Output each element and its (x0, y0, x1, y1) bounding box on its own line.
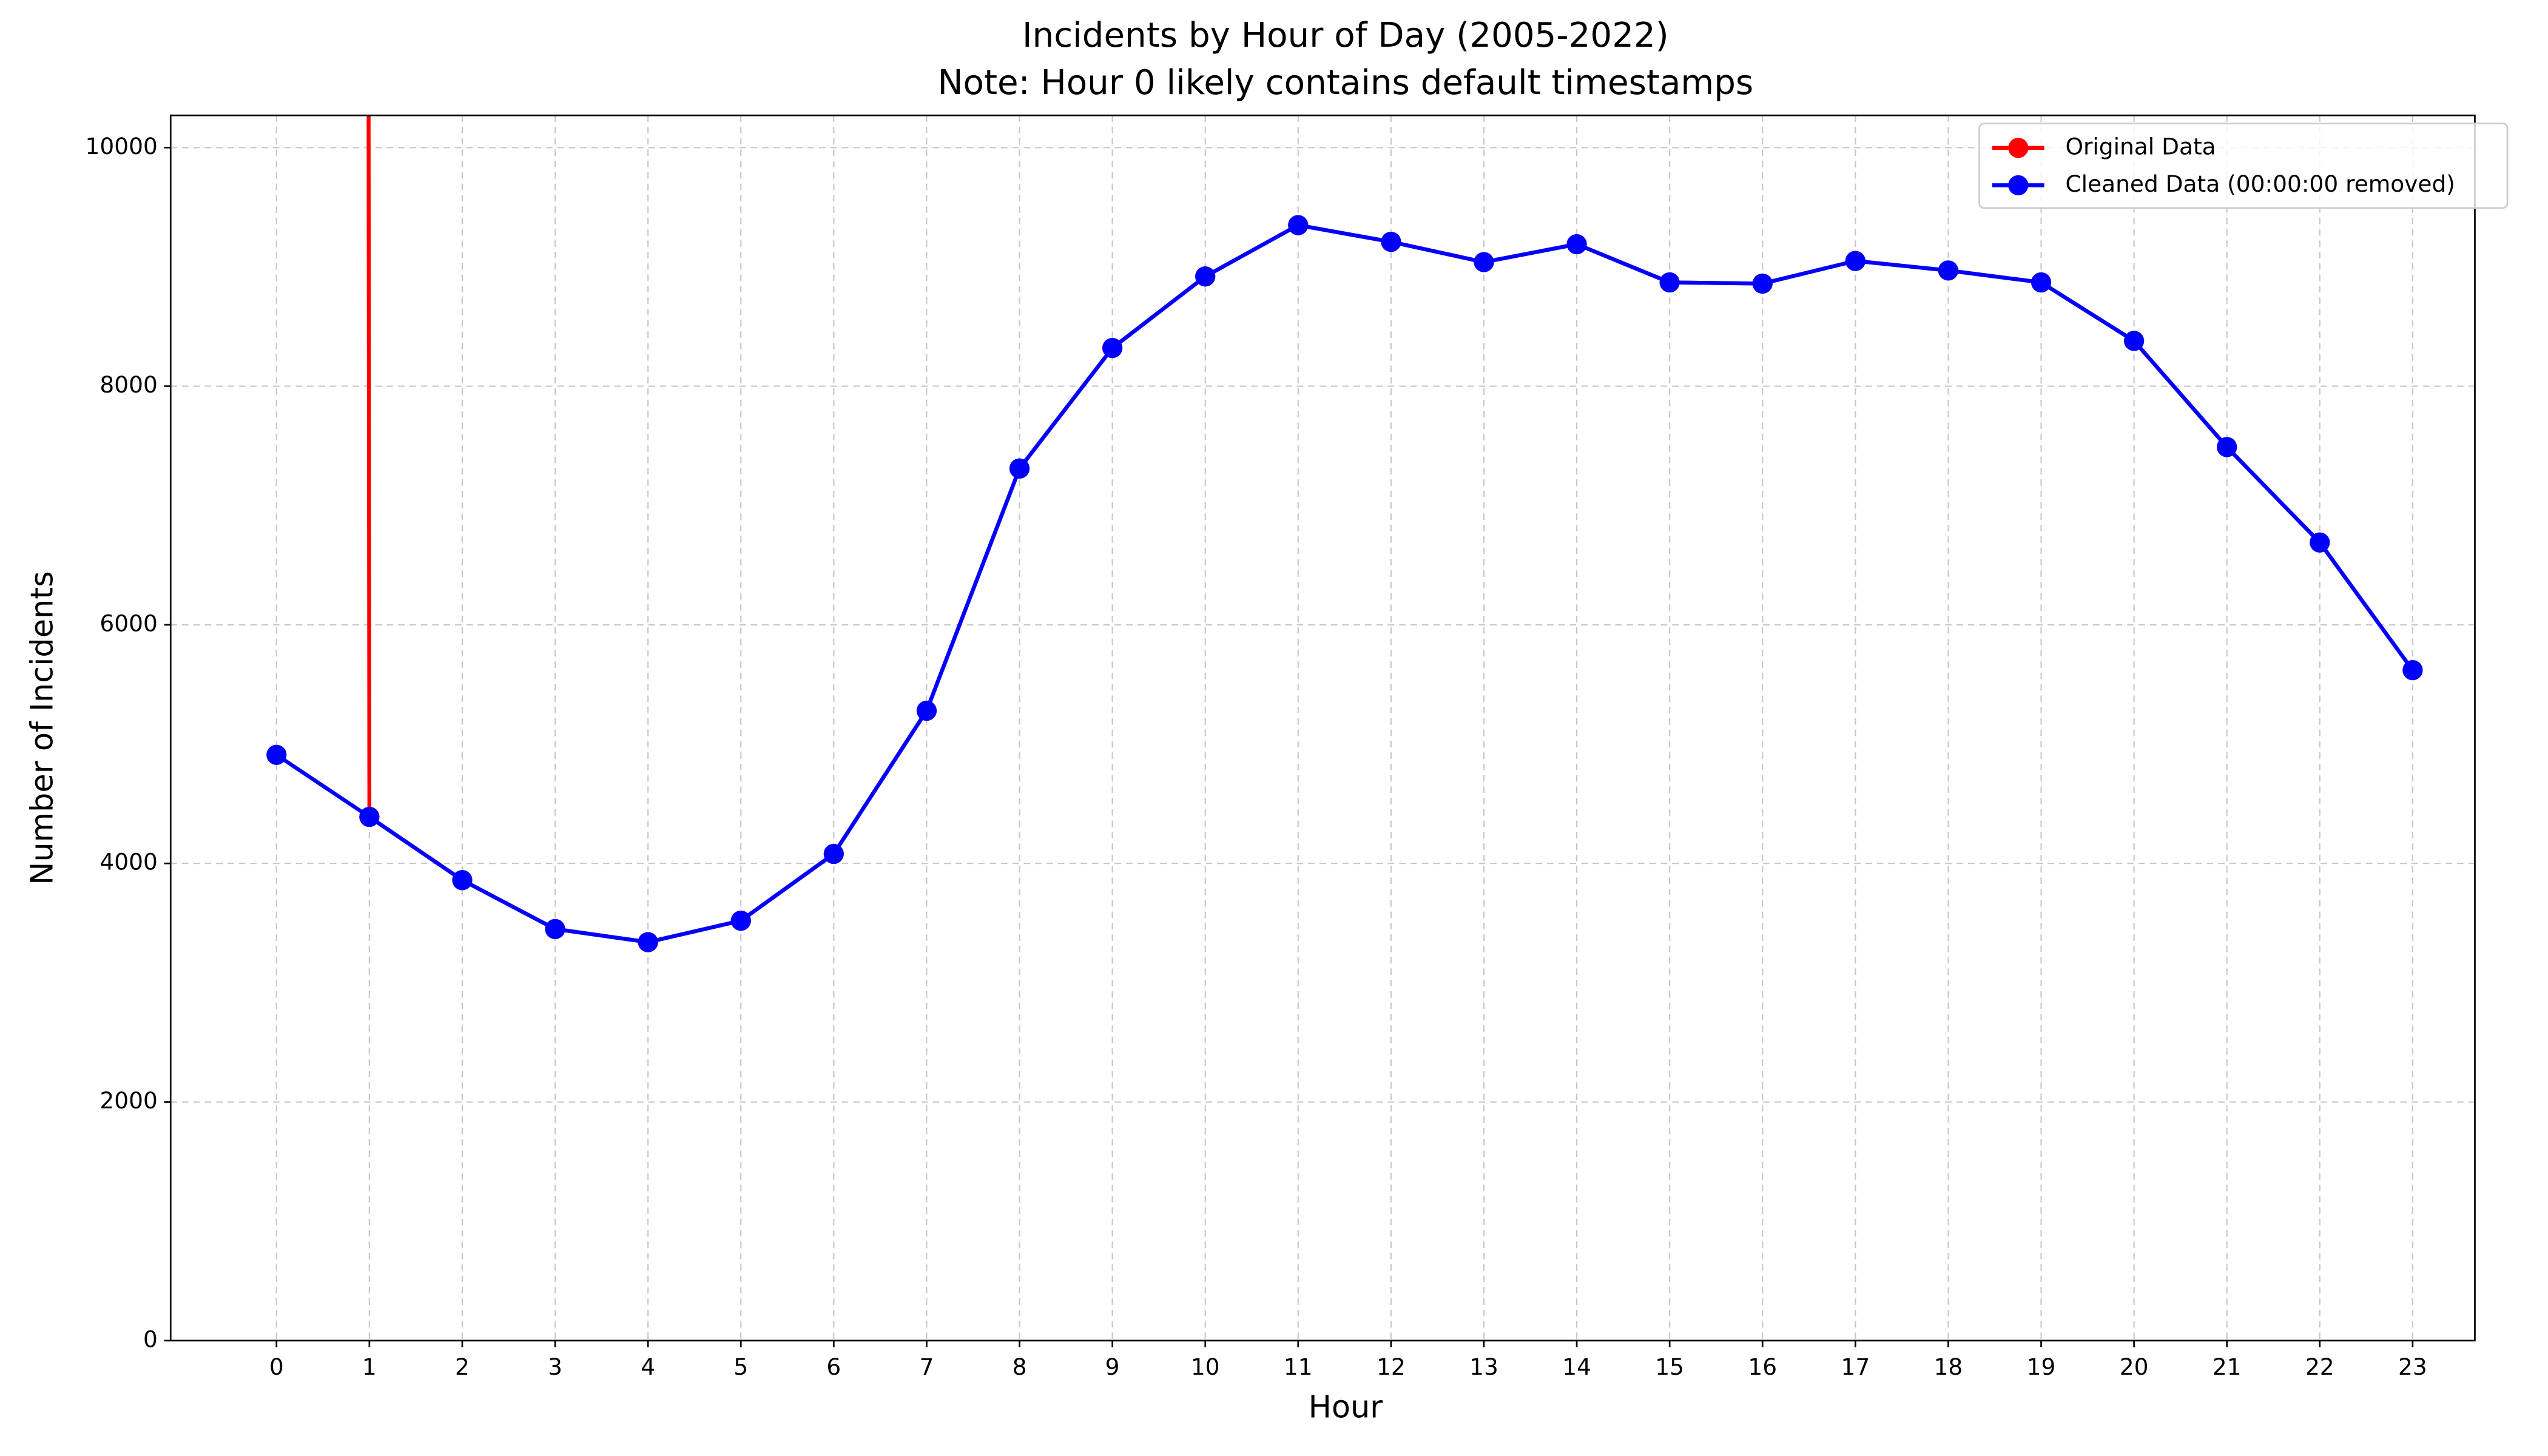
x-tick-label: 9 (1105, 1353, 1120, 1380)
point-marker (1566, 234, 1587, 255)
x-tick-label: 19 (2027, 1353, 2056, 1380)
plot-area (266, 115, 2423, 952)
x-tick-label: 12 (1377, 1353, 1406, 1380)
x-tick-label: 14 (1562, 1353, 1591, 1380)
point-marker (730, 910, 751, 931)
x-tick-label: 8 (1013, 1353, 1027, 1380)
x-tick-label: 16 (1748, 1353, 1777, 1380)
point-marker (2310, 532, 2330, 553)
x-tick-label: 1 (362, 1353, 377, 1380)
x-tick-label: 15 (1655, 1353, 1684, 1380)
x-tick-label: 3 (548, 1353, 562, 1380)
y-tick-label: 10000 (86, 133, 158, 160)
legend-marker (2008, 138, 2029, 158)
point-marker (638, 932, 658, 952)
x-tick-label: 7 (919, 1353, 934, 1380)
y-tick-label: 0 (143, 1326, 158, 1352)
legend: Original Data Cleaned Data (00:00:00 remo… (1978, 123, 2509, 209)
x-tick-label: 10 (1191, 1353, 1220, 1380)
legend-marker (2008, 175, 2029, 195)
y-tick-label: 8000 (99, 371, 157, 398)
point-marker (2124, 331, 2145, 351)
x-tick-label: 11 (1284, 1353, 1313, 1380)
point-marker (2031, 272, 2052, 293)
x-tick-label: 17 (1841, 1353, 1870, 1380)
y-tick-label: 4000 (99, 849, 157, 875)
point-marker (266, 744, 287, 765)
point-marker (1474, 252, 1494, 272)
x-tick-label: 13 (1469, 1353, 1498, 1380)
point-marker (1752, 273, 1773, 294)
x-tick-label: 23 (2398, 1353, 2427, 1380)
point-marker (545, 918, 565, 939)
legend-label: Cleaned Data (00:00:00 removed) (2065, 170, 2455, 197)
x-tick-label: 18 (1934, 1353, 1963, 1380)
x-tick-label: 0 (269, 1353, 284, 1380)
point-marker (2402, 660, 2423, 681)
point-marker (452, 870, 473, 891)
point-marker (1195, 266, 1216, 287)
y-tick-label: 6000 (99, 610, 157, 636)
series-line (275, 223, 2415, 945)
point-marker (2217, 437, 2237, 457)
point-marker (1938, 260, 1959, 281)
point-marker (1381, 232, 1401, 252)
y-axis-label: Number of Incidents (24, 571, 60, 885)
x-tick-label: 6 (826, 1353, 841, 1380)
x-axis-label: Hour (1309, 1389, 1383, 1425)
point-marker (1659, 272, 1680, 293)
x-tick-label: 22 (2305, 1353, 2334, 1380)
point-marker (823, 843, 844, 864)
point-marker (1845, 251, 1866, 271)
legend-label: Original Data (2065, 133, 2216, 160)
point-marker (1009, 458, 1030, 479)
point-marker (1288, 215, 1309, 235)
axes-frame (169, 114, 2476, 1342)
point-marker (359, 806, 380, 827)
x-tick-label: 4 (641, 1353, 655, 1380)
legend-box (1978, 123, 2509, 209)
point-marker (916, 700, 937, 721)
x-tick-label: 2 (455, 1353, 470, 1380)
chart-title: Incidents by Hour of Day (2005-2022) (1022, 16, 1669, 55)
y-tick-label: 2000 (99, 1087, 157, 1114)
x-tick-label: 21 (2213, 1353, 2242, 1380)
point-marker (1102, 338, 1123, 359)
chart-subtitle: Note: Hour 0 likely contains default tim… (937, 63, 1753, 103)
x-tick-label: 20 (2120, 1353, 2149, 1380)
x-tick-label: 5 (733, 1353, 748, 1380)
